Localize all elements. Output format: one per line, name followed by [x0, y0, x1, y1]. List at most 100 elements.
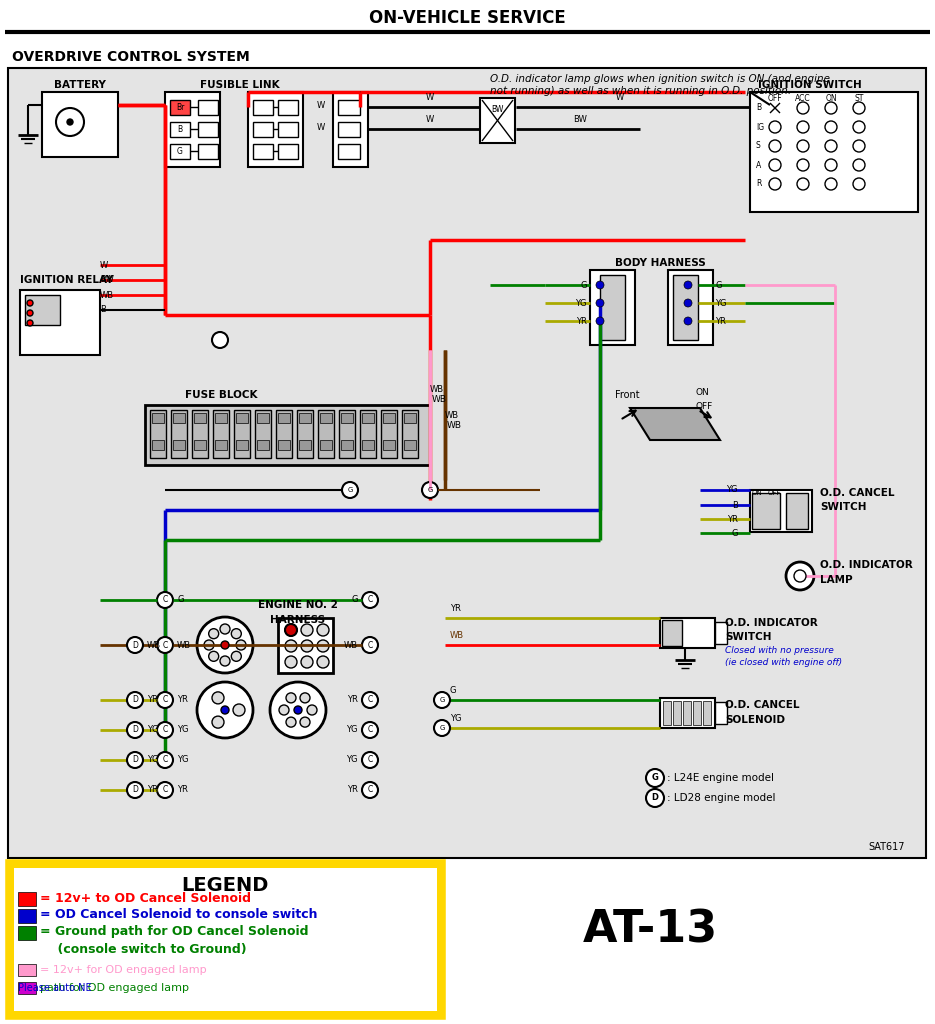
Text: LAMP: LAMP — [820, 575, 853, 585]
Circle shape — [794, 570, 806, 582]
Bar — [404, 440, 416, 450]
Text: B: B — [756, 103, 761, 113]
Circle shape — [285, 624, 297, 636]
Text: path for OD engaged lamp: path for OD engaged lamp — [40, 983, 189, 993]
Text: FUSE BLOCK: FUSE BLOCK — [185, 390, 257, 400]
Text: R: R — [756, 179, 761, 188]
Circle shape — [853, 121, 865, 133]
Circle shape — [27, 310, 33, 316]
Circle shape — [56, 108, 84, 136]
Circle shape — [212, 692, 224, 703]
Circle shape — [362, 692, 378, 708]
Text: WB: WB — [450, 631, 464, 640]
Text: (console switch to Ground): (console switch to Ground) — [40, 942, 247, 955]
Circle shape — [157, 752, 173, 768]
Bar — [253, 144, 273, 159]
Bar — [198, 144, 218, 159]
Circle shape — [220, 656, 230, 666]
Text: YG: YG — [726, 485, 738, 495]
Circle shape — [769, 178, 781, 190]
Bar — [194, 413, 206, 423]
Bar — [255, 410, 271, 458]
Bar — [750, 92, 918, 212]
Circle shape — [212, 332, 228, 348]
Circle shape — [279, 705, 289, 715]
Text: ON-VEHICLE SERVICE: ON-VEHICLE SERVICE — [368, 9, 566, 27]
Circle shape — [684, 281, 692, 289]
Circle shape — [127, 692, 143, 708]
Bar — [297, 410, 313, 458]
Text: IGNITION SWITCH: IGNITION SWITCH — [758, 80, 862, 90]
Text: HARNESS: HARNESS — [270, 615, 325, 625]
Bar — [590, 270, 635, 345]
Bar — [14, 868, 437, 1011]
Circle shape — [212, 716, 224, 728]
Text: C: C — [367, 785, 373, 795]
Bar — [663, 701, 671, 725]
Text: O.D. CANCEL: O.D. CANCEL — [725, 700, 799, 710]
Bar — [276, 410, 292, 458]
Circle shape — [220, 624, 230, 634]
Circle shape — [157, 592, 173, 608]
Bar — [715, 622, 727, 644]
Bar — [662, 620, 682, 646]
Circle shape — [362, 782, 378, 798]
Circle shape — [422, 482, 438, 498]
Circle shape — [825, 121, 837, 133]
Circle shape — [204, 640, 214, 650]
Circle shape — [300, 693, 310, 702]
Bar — [145, 406, 430, 465]
Bar — [234, 410, 250, 458]
Text: SAT617: SAT617 — [869, 842, 905, 852]
Circle shape — [27, 300, 33, 306]
Bar — [8, 862, 443, 1017]
Bar — [20, 290, 100, 355]
Circle shape — [769, 140, 781, 152]
Bar — [215, 413, 227, 423]
Circle shape — [127, 782, 143, 798]
Text: BW: BW — [573, 115, 587, 124]
Bar — [152, 413, 164, 423]
Text: (ie closed with engine off): (ie closed with engine off) — [725, 658, 842, 667]
Bar — [8, 68, 926, 858]
Bar — [402, 410, 418, 458]
Bar — [750, 490, 812, 532]
Circle shape — [317, 640, 329, 652]
Bar — [213, 410, 229, 458]
Text: ON: ON — [695, 388, 709, 397]
Circle shape — [27, 319, 33, 326]
Text: BODY HARNESS: BODY HARNESS — [614, 258, 705, 268]
Text: BW: BW — [491, 105, 503, 115]
Circle shape — [233, 705, 245, 716]
Circle shape — [317, 624, 329, 636]
Bar — [480, 98, 515, 143]
Bar — [18, 926, 36, 940]
Bar — [683, 701, 691, 725]
Text: B: B — [178, 125, 182, 133]
Bar — [299, 440, 311, 450]
Circle shape — [825, 140, 837, 152]
Circle shape — [236, 640, 246, 650]
Text: YR: YR — [347, 695, 358, 705]
Circle shape — [285, 656, 297, 668]
Text: C: C — [367, 596, 373, 604]
Text: Br: Br — [176, 102, 184, 112]
Text: WB: WB — [430, 385, 444, 394]
Bar — [248, 92, 303, 167]
Bar — [333, 92, 368, 167]
Circle shape — [797, 121, 809, 133]
Bar — [299, 413, 311, 423]
Text: W: W — [616, 93, 625, 102]
Text: ST: ST — [855, 94, 864, 103]
Bar — [170, 100, 190, 115]
Circle shape — [362, 722, 378, 738]
Text: C: C — [163, 725, 167, 734]
Text: G: G — [715, 281, 722, 290]
Circle shape — [221, 641, 229, 649]
Text: W: W — [317, 100, 325, 110]
Circle shape — [286, 693, 296, 702]
Bar — [693, 701, 701, 725]
Bar — [278, 100, 298, 115]
Bar — [383, 413, 395, 423]
Text: G: G — [352, 596, 358, 604]
